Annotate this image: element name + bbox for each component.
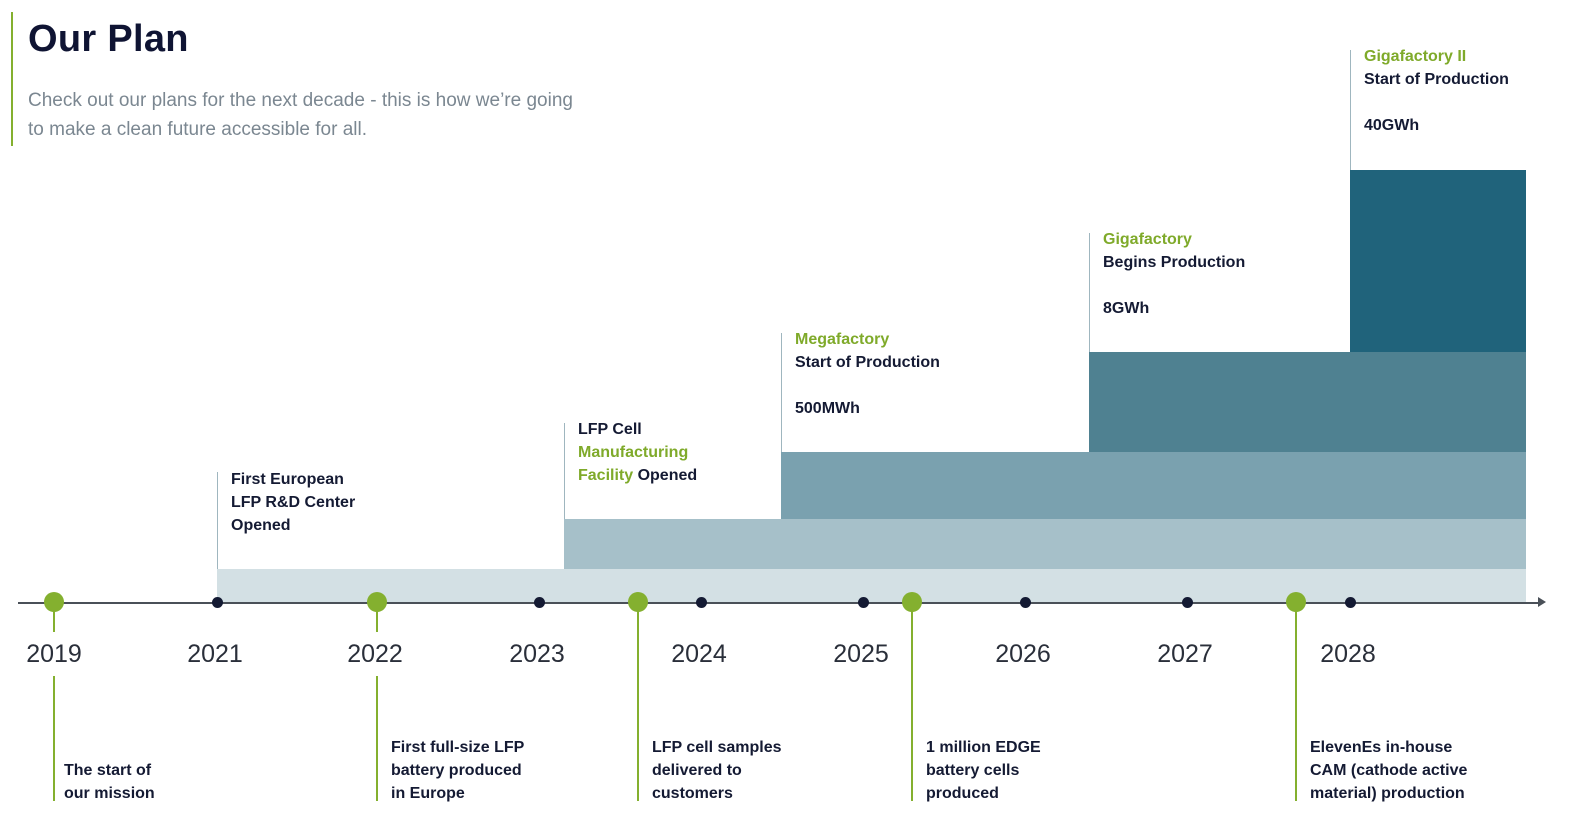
- timeline-arrow-icon: [1538, 597, 1546, 607]
- milestone-megafactory-capacity: 500MWh: [795, 400, 860, 417]
- year-dot-2026: [1020, 597, 1031, 608]
- milestone-cell-facility-line2: Manufacturing: [578, 444, 689, 461]
- milestone-gigafactory-capacity: 8GWh: [1103, 300, 1150, 317]
- event-2025: 1 million EDGE battery cells produced: [926, 736, 1041, 805]
- event-2027: ElevenEs in-house CAM (cathode active ma…: [1310, 736, 1467, 805]
- event-2027-line2: CAM (cathode active: [1310, 762, 1468, 779]
- milestone-rd-center-line3: Opened: [231, 517, 291, 534]
- milestone-cell-facility-line1: LFP Cell: [578, 421, 642, 438]
- event-2019-line2: our mission: [64, 785, 155, 802]
- milestone-line-gigafactory: [1089, 233, 1090, 352]
- event-2022-line2: battery produced: [391, 762, 522, 779]
- year-label: 2024: [671, 640, 727, 668]
- event-line-2019-lower: [53, 676, 55, 801]
- milestone-gigafactory-2-name: Gigafactory II: [1364, 48, 1467, 65]
- event-2019: The start of our mission: [64, 759, 155, 805]
- capacity-band-megafactory: [781, 452, 1526, 519]
- event-2023-line1: LFP cell samples: [652, 739, 782, 756]
- year-label: 2028: [1320, 640, 1376, 668]
- year-label: 2023: [509, 640, 565, 668]
- year-label: 2027: [1157, 640, 1213, 668]
- milestone-line-rd-center: [217, 472, 218, 569]
- event-line-2019-upper: [53, 602, 55, 632]
- event-2023: LFP cell samples delivered to customers: [652, 736, 782, 805]
- capacity-band-gigafactory-2: [1350, 170, 1526, 352]
- event-line-2022-lower: [376, 676, 378, 801]
- milestone-megafactory-name: Megafactory: [795, 331, 890, 348]
- event-dot-2025: [902, 592, 922, 612]
- milestone-gigafactory-status: Begins Production: [1103, 254, 1246, 271]
- milestone-gigafactory-2-capacity: 40GWh: [1364, 117, 1420, 134]
- page-subtitle: Check out our plans for the next decade …: [28, 90, 573, 140]
- milestone-line-gigafactory-2: [1350, 50, 1351, 170]
- event-2022-line3: in Europe: [391, 785, 465, 802]
- milestone-gigafactory-2-status: Start of Production: [1364, 71, 1509, 88]
- capacity-band-rd-center: [217, 569, 1526, 602]
- event-2025-line3: produced: [926, 785, 999, 802]
- year-dot-2023: [534, 597, 545, 608]
- year-dot-2028: [1345, 597, 1356, 608]
- event-line-2025: [911, 602, 913, 801]
- event-dot-2022: [367, 592, 387, 612]
- year-label: 2026: [995, 640, 1051, 668]
- milestone-cell-facility-line3a: Facility: [578, 467, 634, 484]
- year-dot-2021: [212, 597, 223, 608]
- event-dot-2027: [1286, 592, 1306, 612]
- event-2022: First full-size LFP battery produced in …: [391, 736, 524, 805]
- milestone-cell-facility-line3b: Opened: [633, 467, 698, 484]
- header-accent-bar: [11, 12, 13, 146]
- milestone-megafactory-status: Start of Production: [795, 354, 940, 371]
- milestone-cell-facility: LFP Cell Manufacturing Facility Opened: [578, 418, 697, 487]
- year-dot-2027: [1182, 597, 1193, 608]
- event-2025-line1: 1 million EDGE: [926, 739, 1041, 756]
- year-label: 2022: [347, 640, 403, 668]
- milestone-rd-center-line1: First European: [231, 471, 344, 488]
- event-2027-line3: material) production: [1310, 785, 1465, 802]
- event-2022-line1: First full-size LFP: [391, 739, 525, 756]
- event-2019-line1: The start of: [64, 762, 152, 779]
- event-2027-line1: ElevenEs in-house: [1310, 739, 1453, 756]
- year-dot-2024: [696, 597, 707, 608]
- event-dot-2023: [628, 592, 648, 612]
- milestone-line-cell-facility: [564, 423, 565, 519]
- year-label: 2019: [26, 640, 82, 668]
- event-line-2023: [637, 602, 639, 801]
- year-label: 2021: [187, 640, 243, 668]
- year-dot-2025: [858, 597, 869, 608]
- event-line-2022-upper: [376, 602, 378, 632]
- milestone-rd-center: First European LFP R&D Center Opened: [231, 468, 355, 537]
- milestone-gigafactory: Gigafactory Begins Production 8GWh: [1103, 228, 1245, 320]
- event-2023-line3: customers: [652, 785, 733, 802]
- timeline-axis: [18, 602, 1542, 604]
- capacity-band-gigafactory: [1089, 352, 1526, 452]
- event-dot-2019: [44, 592, 64, 612]
- milestone-gigafactory-name: Gigafactory: [1103, 231, 1192, 248]
- milestone-megafactory: Megafactory Start of Production 500MWh: [795, 328, 940, 420]
- event-line-2027: [1295, 602, 1297, 801]
- page-title: Our Plan: [28, 18, 189, 60]
- milestone-gigafactory-2: Gigafactory II Start of Production 40GWh: [1364, 45, 1509, 137]
- year-label: 2025: [833, 640, 889, 668]
- event-2025-line2: battery cells: [926, 762, 1020, 779]
- milestone-line-megafactory: [781, 333, 782, 452]
- milestone-rd-center-line2: LFP R&D Center: [231, 494, 356, 511]
- capacity-band-cell-facility: [564, 519, 1526, 569]
- event-2023-line2: delivered to: [652, 762, 742, 779]
